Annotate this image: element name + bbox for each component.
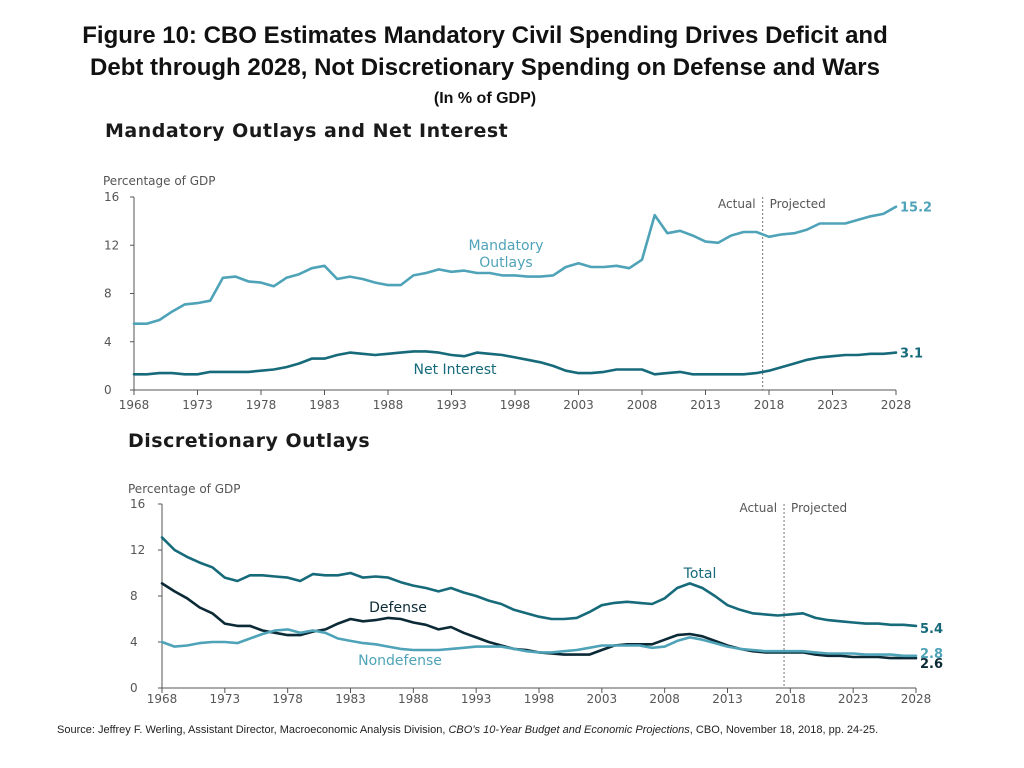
x-tick-label: 1973 [210, 692, 241, 706]
x-tick-label: 1978 [272, 692, 303, 706]
defense-line [160, 582, 918, 660]
net-interest-line [132, 350, 898, 376]
mandatory-panel-title: Mandatory Outlays and Net Interest [105, 120, 509, 142]
x-tick-label: 1983 [335, 692, 366, 706]
source-suffix: , CBO, November 18, 2018, pp. 24-25. [689, 724, 879, 736]
x-tick-label: 2003 [563, 398, 594, 412]
mandatory-outlays-line [132, 205, 898, 326]
actual-label: Actual [718, 197, 756, 211]
net-interest-label: Net Interest [414, 362, 497, 378]
y-axis-label: Percentage of GDP [128, 482, 240, 496]
figure-title-line2: Debt through 2028, Not Discretionary Spe… [90, 54, 880, 81]
x-tick-label: 1988 [398, 692, 429, 706]
x-tick-label: 1973 [182, 398, 213, 412]
x-tick-label: 2008 [627, 398, 658, 412]
defense-label: Defense [369, 600, 427, 616]
y-tick-label: 16 [130, 497, 145, 511]
y-tick-label: 8 [130, 589, 138, 603]
x-tick-label: 1998 [524, 692, 555, 706]
discretionary-panel-title: Discretionary Outlays [128, 430, 371, 452]
source-prefix: Source: Jeffrey F. Werling, Assistant Di… [57, 724, 449, 736]
y-tick-label: 0 [130, 681, 138, 695]
x-tick-label: 1968 [147, 692, 178, 706]
x-tick-label: 1988 [373, 398, 404, 412]
total-end-value: 5.4 [920, 622, 943, 637]
nondefense-label: Nondefense [358, 653, 442, 669]
x-tick-label: 1993 [436, 398, 467, 412]
y-axis-label: Percentage of GDP [103, 174, 215, 188]
mandatory-outlays-end-value: 15.2 [900, 201, 932, 216]
x-tick-label: 2018 [775, 692, 806, 706]
projected-label: Projected [770, 197, 826, 211]
y-tick-label: 12 [104, 238, 119, 252]
figure-title-line1: Figure 10: CBO Estimates Mandatory Civil… [82, 22, 888, 49]
x-tick-label: 1978 [246, 398, 277, 412]
x-tick-label: 2023 [817, 398, 848, 412]
projected-label: Projected [791, 501, 847, 515]
nondefense-end-value: 2.8 [920, 647, 943, 662]
x-tick-label: 2018 [754, 398, 785, 412]
defense-end-value: 2.6 [920, 657, 943, 672]
y-tick-label: 0 [104, 383, 112, 397]
source-note: Source: Jeffrey F. Werling, Assistant Di… [57, 722, 937, 738]
y-tick-label: 12 [130, 543, 145, 557]
source-report-title: CBO’s 10-Year Budget and Economic Projec… [448, 724, 690, 736]
y-tick-label: 8 [104, 287, 112, 301]
y-tick-label: 4 [130, 635, 138, 649]
net-interest-end-value: 3.1 [900, 347, 923, 362]
x-tick-label: 2008 [649, 692, 680, 706]
x-tick-label: 1993 [461, 692, 492, 706]
figure-subtitle: (In % of GDP) [433, 90, 537, 107]
y-tick-label: 16 [104, 190, 119, 204]
x-tick-label: 1998 [500, 398, 531, 412]
x-tick-label: 1983 [309, 398, 340, 412]
x-tick-label: 1968 [119, 398, 150, 412]
mandatory-outlays-label-line2: Outlays [479, 255, 532, 271]
actual-label: Actual [739, 501, 777, 515]
x-tick-label: 2013 [690, 398, 721, 412]
x-tick-label: 2013 [712, 692, 743, 706]
mandatory-outlays-label: Mandatory [468, 238, 543, 254]
x-tick-label: 2028 [881, 398, 912, 412]
x-tick-label: 2003 [587, 692, 618, 706]
x-tick-label: 2028 [901, 692, 932, 706]
x-tick-label: 2023 [838, 692, 869, 706]
total-line [160, 536, 918, 628]
y-tick-label: 4 [104, 335, 112, 349]
nondefense-line [160, 628, 918, 658]
total-label: Total [683, 566, 717, 582]
